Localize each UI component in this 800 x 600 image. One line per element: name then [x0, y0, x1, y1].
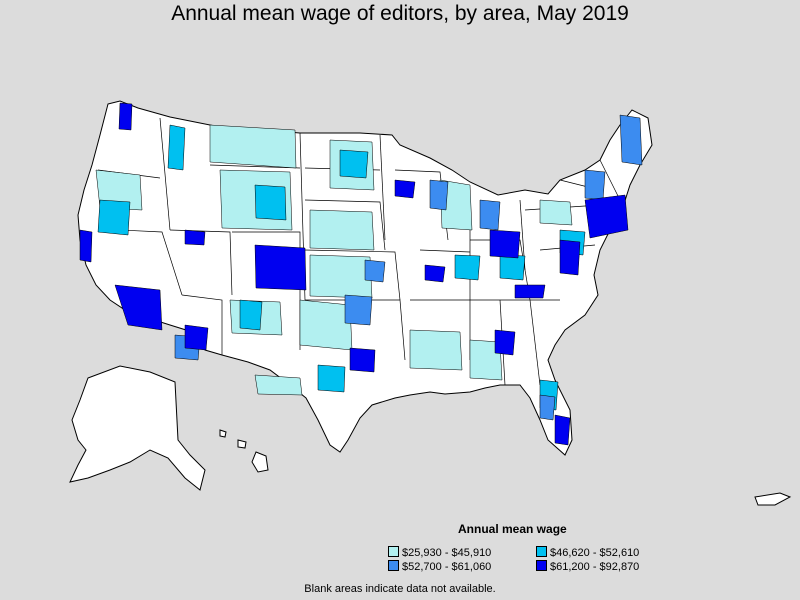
- puerto-rico: [754, 492, 792, 506]
- map-title: Annual mean wage of editors, by area, Ma…: [171, 2, 629, 25]
- hawaii: [219, 429, 269, 473]
- areas-band-2: [97, 124, 586, 411]
- legend-label: $25,930 - $45,910: [402, 547, 492, 559]
- legend-item: $46,620 - $52,610: [536, 546, 639, 560]
- legend: Annual mean wage $25,930 - $45,910 $46,6…: [386, 520, 686, 582]
- data-note: Blank areas indicate data not available.: [304, 583, 496, 595]
- legend-swatch: [536, 546, 547, 557]
- areas-band-3: [174, 114, 643, 421]
- legend-label: $61,200 - $92,870: [550, 561, 640, 573]
- legend-swatch: [388, 560, 399, 571]
- legend-item: $61,200 - $92,870: [536, 560, 639, 574]
- alaska: [69, 365, 206, 491]
- legend-item: $52,700 - $61,060: [388, 560, 491, 574]
- legend-label: $52,700 - $61,060: [402, 561, 492, 573]
- legend-item: $25,930 - $45,910: [388, 546, 491, 560]
- legend-swatch: [536, 560, 547, 571]
- legend-title: Annual mean wage: [458, 522, 567, 536]
- areas-band-4: [79, 102, 629, 446]
- legend-label: $46,620 - $52,610: [550, 547, 640, 559]
- legend-swatch: [388, 546, 399, 557]
